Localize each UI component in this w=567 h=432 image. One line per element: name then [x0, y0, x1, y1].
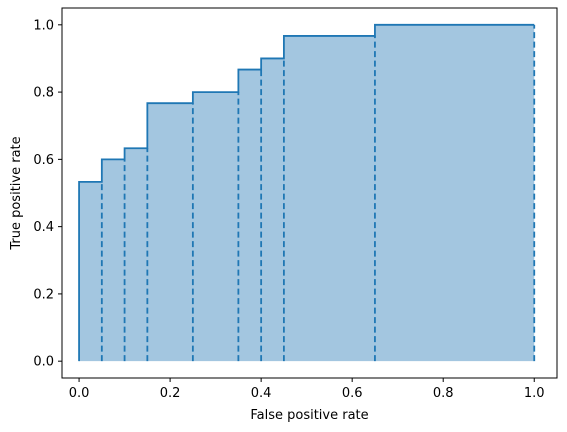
y-tick-label: 0.8 [33, 86, 54, 101]
x-tick-label: 0.0 [69, 386, 90, 401]
x-tick-label: 0.6 [342, 386, 363, 401]
y-tick-label: 0.4 [33, 220, 54, 235]
y-tick-label: 0.6 [33, 153, 54, 168]
dashed-drop-lines [100, 24, 536, 362]
plot-frame [61, 7, 558, 379]
x-axis-ticks: 0.0 0.2 0.4 0.6 0.8 1.0 [69, 378, 545, 401]
axes-frame [61, 7, 558, 379]
x-tick-label: 0.4 [251, 386, 272, 401]
y-axis-label: True positive rate [9, 136, 24, 250]
y-tick-label: 0.2 [33, 287, 54, 302]
roc-step-line-layer [78, 23, 535, 362]
y-tick-label: 0.0 [33, 355, 54, 370]
x-axis-label: False positive rate [250, 408, 368, 423]
x-tick-label: 0.8 [433, 386, 454, 401]
x-tick-label: 1.0 [524, 386, 545, 401]
y-tick-label: 1.0 [33, 18, 54, 33]
roc-step-line [78, 23, 535, 362]
x-tick-label: 0.2 [160, 386, 181, 401]
y-axis-ticks: 0.0 0.2 0.4 0.6 0.8 1.0 [33, 18, 62, 370]
